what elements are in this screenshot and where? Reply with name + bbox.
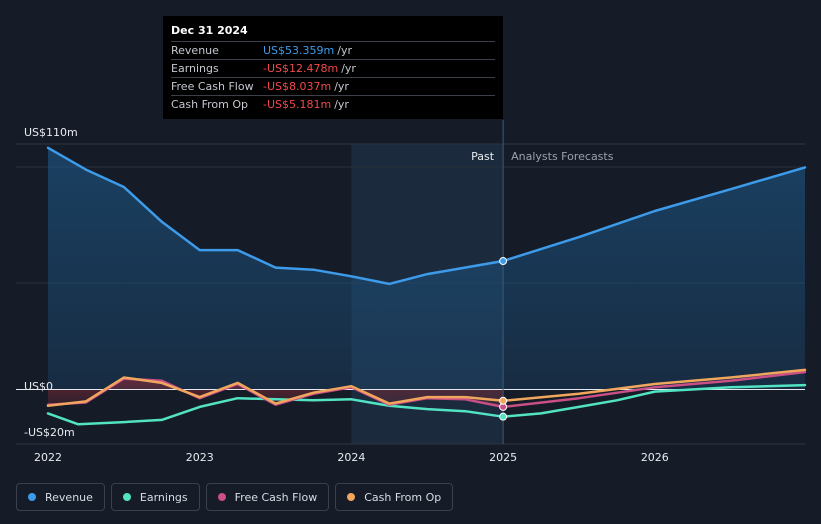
revenue-area: [48, 147, 805, 390]
x-tick-label-2026: 2026: [641, 451, 669, 464]
tooltip-date: Dec 31 2024: [171, 24, 495, 42]
legend: Revenue Earnings Free Cash Flow Cash Fro…: [16, 483, 454, 511]
y-axis-zero-label: US$0: [24, 380, 53, 393]
tooltip-unit: /yr: [334, 80, 349, 93]
legend-label: Earnings: [139, 490, 188, 504]
y-axis-top-label: US$110m: [24, 126, 78, 139]
cash-from-op-marker: [499, 396, 508, 405]
earnings-dot-icon: [122, 493, 131, 501]
tooltip-unit: /yr: [334, 98, 349, 111]
tooltip-unit: /yr: [341, 62, 356, 75]
tooltip-value: -US$8.037m: [263, 80, 332, 93]
tooltip-value: -US$12.478m: [263, 62, 339, 75]
past-label: Past: [471, 150, 495, 163]
negative-area: [48, 378, 504, 407]
tooltip-row-cash-from-op: Cash From Op -US$5.181m /yr: [171, 96, 495, 113]
tooltip-label: Free Cash Flow: [171, 80, 254, 93]
tooltip-row-earnings: Earnings -US$12.478m /yr: [171, 60, 495, 78]
tooltip-label: Earnings: [171, 62, 219, 75]
x-tick-label-2022: 2022: [34, 451, 62, 464]
legend-label: Revenue: [45, 490, 93, 504]
legend-item-free-cash-flow[interactable]: Free Cash Flow: [205, 483, 330, 511]
revenue-marker: [499, 257, 508, 266]
tooltip-value: -US$5.181m: [263, 98, 332, 111]
x-tick-label-2024: 2024: [337, 451, 365, 464]
x-tick-label-2023: 2023: [186, 451, 214, 464]
forecast-label: Analysts Forecasts: [511, 150, 614, 163]
tooltip: Dec 31 2024 Revenue US$53.359m /yr Earni…: [163, 16, 503, 119]
tooltip-row-revenue: Revenue US$53.359m /yr: [171, 42, 495, 60]
x-tick-label-2025: 2025: [489, 451, 517, 464]
y-axis-bottom-label: -US$20m: [24, 426, 75, 439]
free-cash-flow-dot-icon: [217, 493, 226, 501]
cash-from-op-dot-icon: [347, 493, 356, 501]
revenue-line: [46, 146, 807, 286]
tooltip-label: Revenue: [171, 44, 219, 57]
cash-from-op-line: [46, 368, 807, 408]
revenue-dot-icon: [28, 493, 36, 501]
tooltip-label: Cash From Op: [171, 98, 249, 111]
legend-label: Cash From Op: [364, 490, 442, 504]
legend-label: Free Cash Flow: [234, 490, 318, 504]
legend-item-cash-from-op[interactable]: Cash From Op: [335, 483, 454, 511]
legend-item-revenue[interactable]: Revenue: [16, 483, 105, 511]
tooltip-unit: /yr: [337, 44, 352, 57]
tooltip-value: US$53.359m: [263, 44, 335, 57]
earnings-marker: [499, 412, 508, 421]
legend-item-earnings[interactable]: Earnings: [110, 483, 200, 511]
tooltip-row-free-cash-flow: Free Cash Flow -US$8.037m /yr: [171, 78, 495, 96]
